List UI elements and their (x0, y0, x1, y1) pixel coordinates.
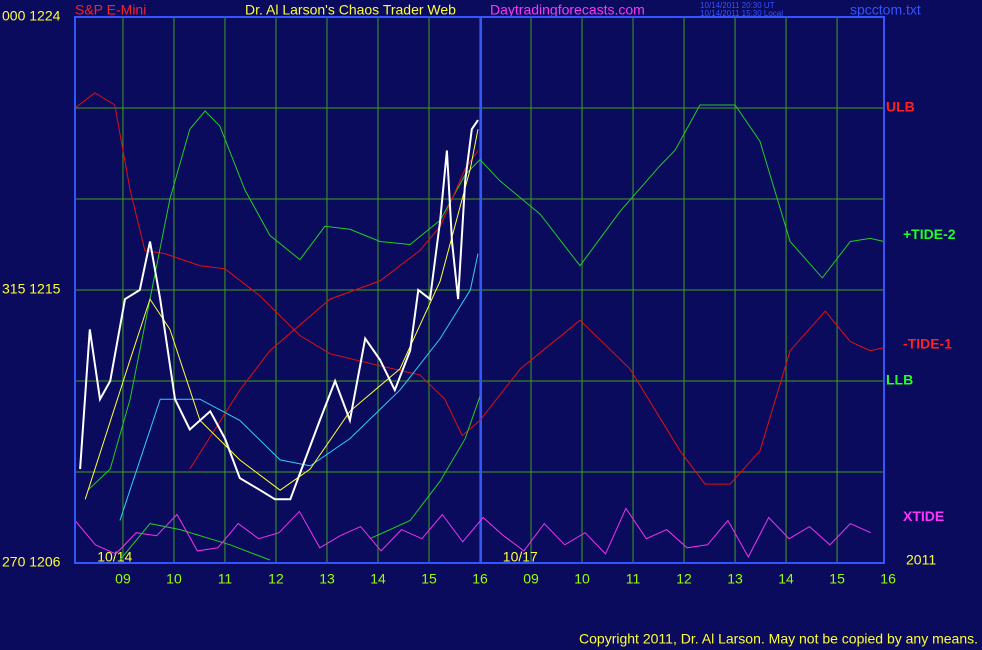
year-label: 2011 (906, 552, 936, 568)
stamp-ut: 10/14/2011 20:30 UT (700, 1, 775, 10)
x-tick-label: 15 (421, 571, 437, 587)
y-tick-label: 270 1206 (2, 554, 61, 570)
x-tick-label: 10 (574, 571, 590, 587)
title: Dr. Al Larson's Chaos Trader Web (245, 2, 456, 18)
x-tick-label: 10 (166, 571, 182, 587)
file-name: spcctom.txt (850, 2, 921, 18)
symbol: S&P E-Mini (75, 2, 146, 18)
series-line (119, 253, 479, 521)
y-tick-label: 315 1215 (2, 281, 61, 297)
x-tick-label: 11 (626, 571, 641, 587)
series-line (74, 92, 885, 485)
x-tick-label: 09 (115, 571, 131, 587)
x-tick-label: 12 (268, 571, 284, 587)
x-tick-label: 13 (319, 571, 335, 587)
x-tick-label: 15 (829, 571, 845, 587)
x-tick-label: 14 (370, 571, 386, 587)
site: Daytradingforecasts.com (490, 2, 645, 18)
series-label: LLB (886, 372, 913, 388)
stamp-local: 10/14/2011 15:30 Local (700, 9, 783, 18)
x-tick-label: 12 (676, 571, 692, 587)
plot-frame (74, 16, 885, 564)
x-tick-label: 11 (218, 571, 233, 587)
series-label: XTIDE (903, 508, 944, 524)
series-line (119, 396, 481, 561)
x-tick-label: 16 (472, 571, 488, 587)
series-line (79, 119, 479, 501)
copyright: Copyright 2011, Dr. Al Larson. May not b… (579, 631, 978, 647)
x-tick-label: 09 (523, 571, 539, 587)
series-line (84, 129, 479, 500)
x-tick-label: 13 (727, 571, 743, 587)
series-label: ULB (886, 99, 915, 115)
series-label: +TIDE-2 (903, 226, 956, 242)
x-tick-label: 14 (778, 571, 794, 587)
date-label: 10/14 (97, 549, 132, 565)
x-tick-label: 16 (880, 571, 896, 587)
series-line (189, 150, 479, 470)
date-label: 10/17 (503, 549, 538, 565)
series-label: -TIDE-1 (903, 335, 952, 351)
y-tick-label: 000 1224 (2, 8, 61, 24)
series-line (74, 507, 871, 558)
